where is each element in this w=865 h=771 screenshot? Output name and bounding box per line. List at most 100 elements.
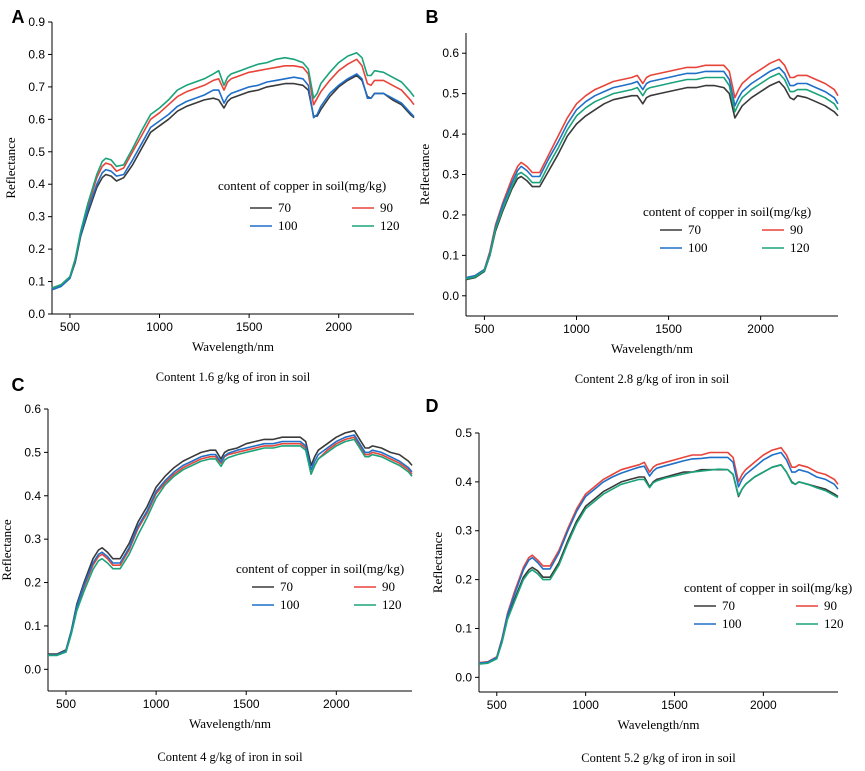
legend-title: content of copper in soil(mg/kg) [236,561,404,576]
y-tick-label: 0.1 [455,621,472,635]
legend-title: content of copper in soil(mg/kg) [218,178,386,193]
y-tick-label: 0.3 [455,524,472,538]
series-line-70 [48,429,413,655]
panel-letter-B: B [426,7,439,27]
y-tick-label: 0.6 [24,402,41,416]
y-tick-label: 0.3 [28,210,45,224]
chart-panel-A: A 500 1000 1500 2000 0.0 0.1 0.2 0.3 0.4 0.5 0.6 0.7… [3,7,415,384]
x-tick-label: 1500 [236,320,263,334]
legend: content of copper in soil(mg/kg) 70 90 100 1… [218,178,400,233]
x-tick-label: 500 [474,322,494,336]
x-tick-label: 1000 [563,322,590,336]
y-tick-label: 0.5 [442,87,459,101]
legend-label-120: 120 [790,240,810,255]
series-line-90 [478,446,839,664]
series-line-70 [51,74,415,291]
y-axis-title: Reflectance [417,144,432,206]
series-line-120 [478,463,839,665]
series-line-70 [478,463,839,665]
series-line-120 [465,72,839,280]
y-tick-label: 0.1 [28,275,45,289]
panel-caption: Content 2.8 g/kg of iron in soil [575,372,730,386]
x-tick-label: 500 [487,698,507,712]
series-line-90 [48,436,413,656]
x-tick-label: 1500 [233,697,260,711]
y-tick-label: 0.3 [442,168,459,182]
y-axis-title: Reflectance [0,519,14,581]
x-tick-label: 2000 [747,322,774,336]
y-tick-label: 0.7 [28,80,45,94]
y-tick-label: 0.5 [24,445,41,459]
legend-label-100: 100 [688,240,708,255]
y-tick-label: 0.2 [24,576,41,590]
y-tick-label: 0.4 [455,475,472,489]
y-tick-label: 0.0 [442,289,459,303]
legend-label-70: 70 [278,200,291,215]
series-line-120 [48,438,413,657]
panel-letter-A: A [12,7,25,27]
panel-caption: Content 5.2 g/kg of iron in soil [581,751,736,765]
legend-label-100: 100 [722,616,742,631]
series-line-120 [51,51,415,289]
series-line-100 [478,451,839,664]
x-tick-label: 1000 [143,697,170,711]
legend-label-70: 70 [688,222,701,237]
legend-label-70: 70 [722,598,735,613]
y-tick-label: 0.2 [442,208,459,222]
panel-letter-C: C [12,375,25,395]
series-line-70 [465,80,839,281]
x-tick-label: 2000 [750,698,777,712]
legend: content of copper in soil(mg/kg) 70 90 100 1… [684,580,852,631]
y-tick-label: 0.6 [442,46,459,60]
legend-label-70: 70 [280,579,293,594]
legend-label-120: 120 [382,597,402,612]
y-tick-label: 0.3 [24,532,41,546]
series-line-90 [51,58,415,289]
legend-label-90: 90 [380,200,393,215]
x-tick-label: 1500 [655,322,682,336]
y-tick-label: 0.4 [442,127,459,141]
x-tick-label: 500 [60,320,80,334]
x-axis-title: Wavelength/nm [618,717,700,732]
y-tick-label: 0.0 [24,662,41,676]
chart-panel-D: D 500 1000 1500 2000 0.0 0.1 0.2 0.3 0.4 0.5 Wavele… [426,396,853,765]
chart-panel-B: B 500 1000 1500 2000 0.0 0.1 0.2 0.3 0.4 0.5 0.6 Wav… [417,7,839,386]
y-tick-label: 0.4 [24,489,41,503]
legend-label-100: 100 [278,218,298,233]
series-line-90 [465,58,839,279]
legend-label-90: 90 [790,222,803,237]
y-tick-label: 0.8 [28,47,45,61]
y-tick-label: 0.1 [442,248,459,262]
y-tick-label: 0.1 [24,619,41,633]
y-axis-title: Reflectance [430,532,445,594]
x-axis-title: Wavelength/nm [192,339,274,354]
x-tick-label: 500 [56,697,76,711]
panel-caption: Content 1.6 g/kg of iron in soil [156,370,311,384]
panel-letter-D: D [426,396,439,416]
x-axis-title: Wavelength/nm [189,716,271,731]
chart-panel-C: C 500 1000 1500 2000 0.0 0.1 0.2 0.3 0.4 0.5 0.6 Wav… [0,375,413,764]
y-tick-label: 0.2 [455,573,472,587]
y-tick-label: 0.0 [28,307,45,321]
y-tick-label: 0.2 [28,242,45,256]
x-tick-label: 1000 [146,320,173,334]
panel-caption: Content 4 g/kg of iron in soil [157,750,303,764]
series-line-100 [465,66,839,279]
y-tick-label: 0.0 [455,670,472,684]
y-tick-label: 0.6 [28,112,45,126]
legend-label-90: 90 [824,598,837,613]
y-tick-label: 0.4 [28,177,45,191]
y-tick-label: 0.5 [455,426,472,440]
series-line-100 [51,73,415,291]
legend: content of copper in soil(mg/kg) 70 90 100 1… [643,204,811,255]
x-tick-label: 2000 [323,697,350,711]
x-axis-title: Wavelength/nm [611,341,693,356]
y-axis-title: Reflectance [3,137,18,199]
legend-label-100: 100 [280,597,300,612]
series-line-100 [48,434,413,656]
legend-label-120: 120 [824,616,844,631]
legend-title: content of copper in soil(mg/kg) [684,580,852,595]
x-tick-label: 2000 [325,320,352,334]
x-tick-label: 1000 [572,698,599,712]
